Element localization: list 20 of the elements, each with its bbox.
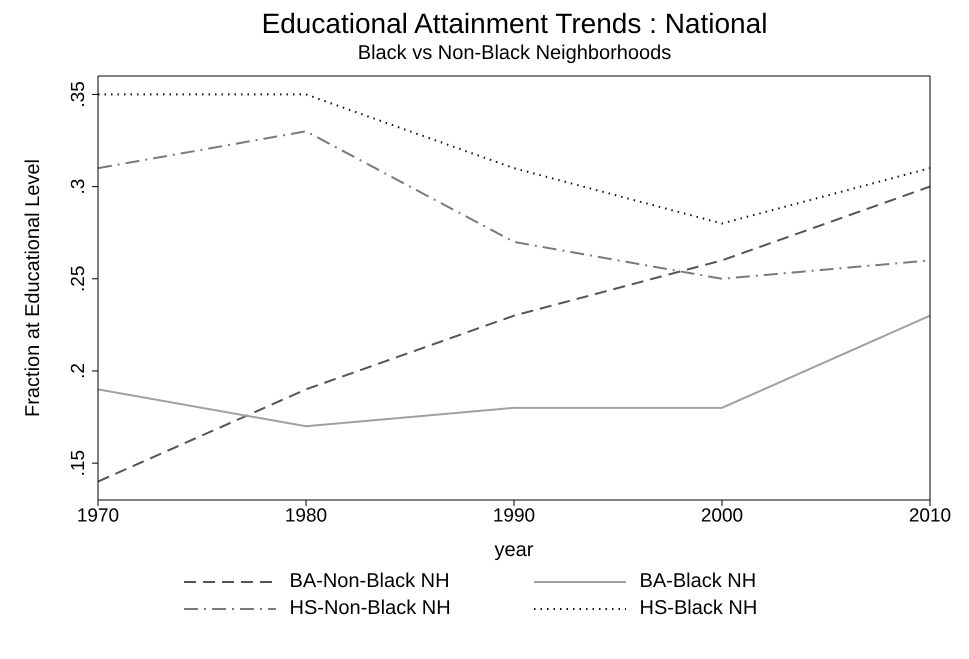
y-tick-label: .35 (68, 81, 89, 108)
x-tick-label: 1970 (76, 505, 120, 526)
legend-label: BA-Black NH (640, 570, 756, 593)
line-series (98, 314, 930, 428)
y-axis-title: Fraction at Educational Level (22, 159, 44, 417)
x-tick-label: 1990 (492, 505, 536, 526)
x-axis-title: year (494, 539, 534, 561)
legend-label: HS-Black NH (640, 597, 758, 620)
y-tick-label: .25 (68, 266, 89, 292)
y-tick-label: .15 (68, 450, 89, 476)
chart-subtitle: Black vs Non-Black Neighborhoods (356, 42, 672, 65)
x-tick-label: 2000 (700, 505, 744, 526)
chart-title: Educational Attainment Trends : National (260, 8, 768, 40)
legend-label: HS-Non-Black NH (290, 597, 451, 620)
x-tick-label: 2010 (908, 505, 952, 526)
y-tick-label: .2 (68, 363, 89, 379)
line-series (98, 186, 930, 483)
x-tick-label: 1980 (284, 505, 328, 526)
legend-label: BA-Non-Black NH (290, 570, 450, 593)
y-tick-label: .3 (68, 178, 89, 195)
